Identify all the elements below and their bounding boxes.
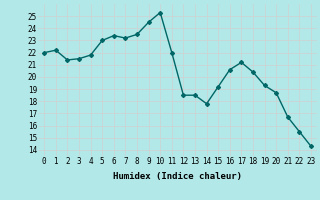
X-axis label: Humidex (Indice chaleur): Humidex (Indice chaleur)	[113, 172, 242, 181]
